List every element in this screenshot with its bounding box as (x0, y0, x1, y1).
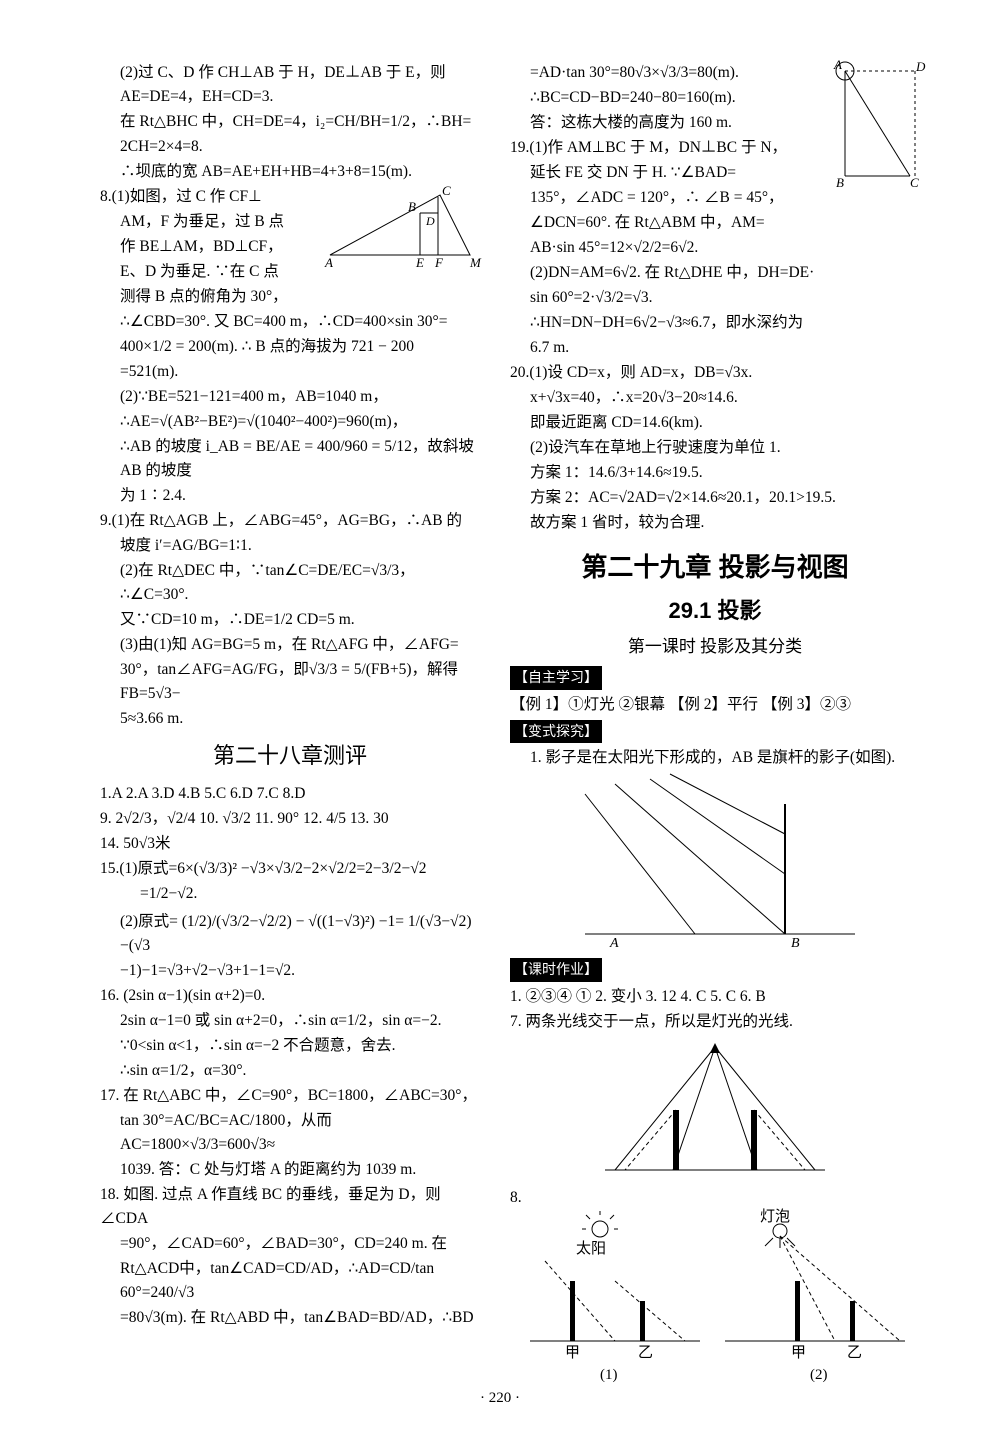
text: 15.(1)原式=6×(√3/3)² −√3×√3/2−2×√2/2=2−3/2… (100, 857, 480, 881)
svg-text:A: A (324, 255, 333, 270)
text: ∴AB 的坡度 i_AB = BE/AE = 400/960 = 5/12，故斜… (100, 435, 480, 483)
figure-problem-8: A M E F C B D (320, 185, 480, 270)
text: ∴∠CBD=30°. 又 BC=400 m，∴CD=400×sin 30°= (100, 310, 480, 334)
svg-text:(2): (2) (810, 1367, 828, 1383)
text: =90°，∠CAD=60°，∠BAD=30°，CD=240 m. 在 (100, 1232, 480, 1256)
svg-text:D: D (425, 214, 435, 228)
text: 30°，tan∠AFG=AG/FG，即√3/3 = 5/(FB+5)，解得 FB… (100, 658, 480, 706)
text: ∠DCN=60°. 在 Rt△ABM 中，AM= (510, 211, 920, 235)
text: 2CH=2×4=8. (100, 135, 480, 159)
answers-row: 1. ②③④ ① 2. 变小 3. 12 4. C 5. C 6. B (510, 985, 920, 1009)
svg-text:甲: 甲 (791, 1345, 806, 1361)
text: 【例 1】①灯光 ②银幕 【例 2】平行 【例 3】②③ (510, 693, 920, 717)
text: 18. 如图. 过点 A 作直线 BC 的垂线，垂足为 D，则 ∠CDA (100, 1183, 480, 1231)
text: =521(m). (100, 360, 480, 384)
svg-text:B: B (791, 936, 800, 951)
page-number: · 220 · (0, 1387, 1000, 1410)
lesson-1-title: 第一课时 投影及其分类 (510, 634, 920, 660)
answers-row: 14. 50√3米 (100, 832, 480, 856)
text: 9.(1)在 Rt△AGB 上，∠ABG=45°，AG=BG，∴AB 的 (100, 509, 480, 533)
heading-bianshi: 【变式探究】 (510, 720, 602, 744)
figure-hw7-light (585, 1035, 845, 1185)
svg-text:D: D (915, 59, 926, 74)
svg-text:C: C (442, 183, 451, 198)
svg-text:A: A (833, 57, 842, 72)
text: 为 1∶2.4. (100, 484, 480, 508)
svg-text:C: C (910, 175, 919, 190)
text: 2sin α−1=0 或 sin α+2=0，∴sin α=1/2，sin α=… (100, 1009, 480, 1033)
heading-zizhu: 【自主学习】 (510, 666, 602, 690)
text: (3)由(1)知 AG=BG=5 m，在 Rt△AFG 中，∠AFG= (100, 633, 480, 657)
right-column: =AD·tan 30°=80√3×√3/3=80(m). ∴BC=CD−BD=2… (510, 60, 920, 1350)
text: 即最近距离 CD=14.6(km). (510, 411, 920, 435)
text: ∴坝底的宽 AB=AE+EH+HB=4+3+8=15(m). (100, 160, 480, 184)
text: ∵0<sin α<1，∴sin α=−2 不合题意，舍去. (100, 1034, 480, 1058)
text: 故方案 1 省时，较为合理. (510, 511, 920, 535)
text: AB·sin 45°=12×√2/2=6√2. (510, 236, 920, 260)
text: 400×1/2 = 200(m). ∴ B 点的海拔为 721 − 200 (100, 335, 480, 359)
text: 17. 在 Rt△ABC 中，∠C=90°，BC=1800，∠ABC=30°， (100, 1084, 480, 1108)
svg-text:B: B (408, 199, 416, 214)
text: 又∵CD=10 m，∴DE=1/2 CD=5 m. (100, 608, 480, 632)
text: 8. (510, 1186, 920, 1210)
left-column: (2)过 C、D 作 CH⊥AB 于 H，DE⊥AB 于 E，则 AE=DE=4… (100, 60, 480, 1350)
text: 7. 两条光线交于一点，所以是灯光的光线. (510, 1010, 920, 1034)
text: ∴AE=√(AB²−BE²)=√(1040²−400²)=960(m)， (100, 410, 480, 434)
chapter-29-title: 第二十九章 投影与视图 (510, 547, 920, 587)
chapter-28-test-title: 第二十八章测评 (100, 739, 480, 773)
text: x+√3x=40，∴x=20√3−20≈14.6. (510, 386, 920, 410)
svg-text:乙: 乙 (847, 1345, 862, 1361)
svg-text:E: E (415, 255, 424, 270)
text: 测得 B 点的俯角为 30°， (100, 285, 480, 309)
text: tan 30°=AC/BC=AC/1800，从而 AC=1800×√3/3=60… (100, 1109, 480, 1157)
text: =80√3(m). 在 Rt△ABD 中，tan∠BAD=BD/AD，∴BD (100, 1306, 480, 1330)
text: (2)过 C、D 作 CH⊥AB 于 H，DE⊥AB 于 E，则 AE=DE=4… (100, 61, 480, 109)
text: (2)DN=AM=6√2. 在 Rt△DHE 中，DH=DE· (510, 261, 920, 285)
text: (2)∵BE=521−121=400 m，AB=1040 m， (100, 385, 480, 409)
svg-text:太阳: 太阳 (576, 1240, 606, 1257)
text: 6.7 m. (510, 336, 920, 360)
figure-problem-19: A D B C (830, 61, 925, 191)
svg-text:灯泡: 灯泡 (760, 1208, 790, 1225)
svg-text:B: B (836, 175, 844, 190)
svg-text:(1): (1) (600, 1367, 618, 1383)
text: 16. (2sin α−1)(sin α+2)=0. (100, 984, 480, 1008)
text: 5≈3.66 m. (100, 707, 480, 731)
svg-text:乙: 乙 (638, 1345, 653, 1361)
svg-text:F: F (434, 255, 444, 270)
section-29-1-title: 29.1 投影 (510, 594, 920, 628)
svg-text:甲: 甲 (565, 1345, 580, 1361)
text: (2)原式= (1/2)/(√3/2−√2/2) − √((1−√3)²) −1… (100, 910, 480, 958)
text: sin 60°=2·√3/2=√3. (510, 286, 920, 310)
text: (2)设汽车在草地上行驶速度为单位 1. (510, 436, 920, 460)
text: 坡度 i′=AG/BG=1∶1. (100, 534, 480, 558)
text: ∴HN=DN−DH=6√2−√3≈6.7，即水深约为 (510, 311, 920, 335)
text: 方案 1：14.6/3+14.6≈19.5. (510, 461, 920, 485)
figure-hw8: 太阳 甲 乙 (1) (520, 1211, 920, 1386)
text: =1/2−√2. (100, 882, 480, 906)
text: −1)−1=√3+√2−√3+1−1=√2. (100, 959, 480, 983)
svg-text:M: M (469, 255, 482, 270)
answers-row: 1.A 2.A 3.D 4.B 5.C 6.D 7.C 8.D (100, 782, 480, 806)
text: 方案 2：AC=√2AD=√2×14.6≈20.1，20.1>19.5. (510, 486, 920, 510)
answers-row: 9. 2√2/3，√2/4 10. √3/2 11. 90° 12. 4/5 1… (100, 807, 480, 831)
text: ∴sin α=1/2，α=30°. (100, 1059, 480, 1083)
text: (2)在 Rt△DEC 中，∵tan∠C=DE/EC=√3/3，∴∠C=30°. (100, 559, 480, 607)
svg-text:A: A (609, 936, 619, 951)
figure-flagpole-shadow: A B (555, 774, 875, 954)
text: 在 Rt△BHC 中，CH=DE=4，i₂=CH/BH=1/2，∴BH= (100, 110, 480, 134)
text: 1039. 答：C 处与灯塔 A 的距离约为 1039 m. (100, 1158, 480, 1182)
text: 20.(1)设 CD=x，则 AD=x，DB=√3x. (510, 361, 920, 385)
heading-homework: 【课时作业】 (510, 958, 602, 982)
text: Rt△ACD中，tan∠CAD=CD/AD，∴AD=CD/tan 60°=240… (100, 1257, 480, 1305)
text: 1. 影子是在太阳光下形成的，AB 是旗杆的影子(如图). (510, 746, 920, 770)
